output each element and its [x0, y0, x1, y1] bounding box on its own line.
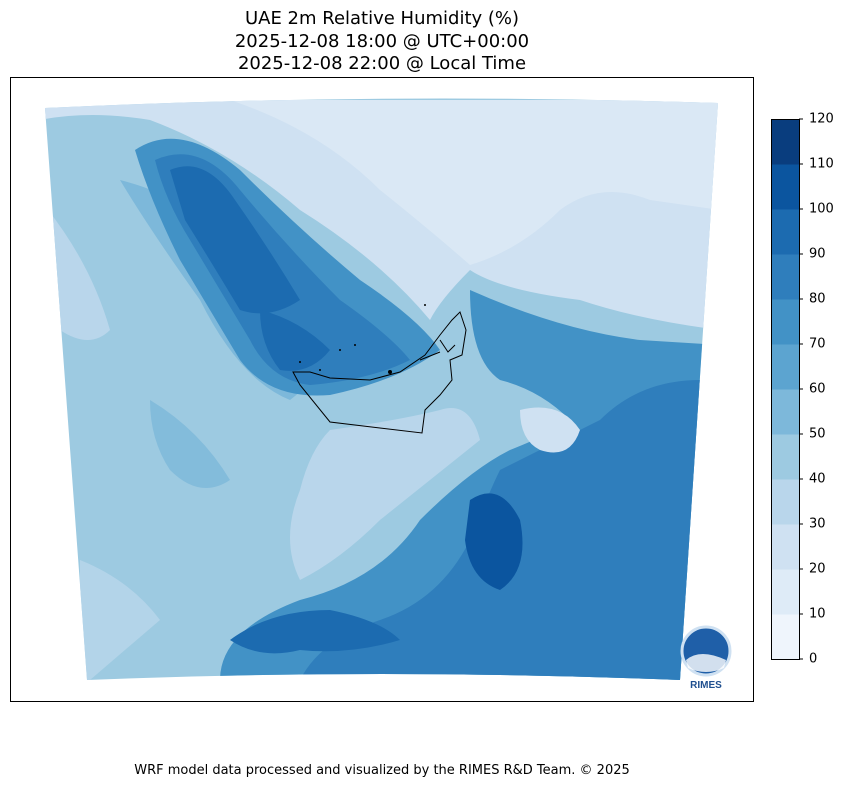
footer-credit: WRF model data processed and visualized …: [134, 763, 630, 778]
colorbar-bin: [771, 209, 799, 255]
colorbar-tick-label: 50: [809, 426, 826, 442]
colorbar-bin: [771, 299, 799, 345]
logo-text: RIMES: [690, 680, 722, 691]
colorbar-bin: [771, 254, 799, 300]
colorbar-bin: [771, 164, 799, 210]
chart-title-line2: 2025-12-08 18:00 @ UTC+00:00: [234, 31, 530, 52]
uae-border: [292, 311, 467, 434]
colorbar-tick-label: 0: [809, 651, 818, 667]
colorbar-tick-label: 120: [809, 111, 834, 127]
colorbar-bin: [771, 119, 799, 165]
colorbar-tick-label: 30: [809, 516, 826, 532]
colorbar: [771, 118, 803, 660]
chart-title-line1: UAE 2m Relative Humidity (%): [244, 8, 520, 29]
colorbar-tick-label: 40: [809, 471, 826, 487]
colorbar-bin: [771, 524, 799, 570]
colorbar-tick-label: 100: [809, 201, 834, 217]
colorbar-bin: [771, 434, 799, 480]
colorbar-tick-label: 10: [809, 606, 826, 622]
colorbar-tick-label: 80: [809, 291, 826, 307]
rimes-logo: [680, 625, 732, 677]
colorbar-tick-label: 90: [809, 246, 826, 262]
colorbar-bin: [771, 614, 799, 660]
colorbar-tick-label: 20: [809, 561, 826, 577]
colorbar-bin: [771, 479, 799, 525]
chart-title-line3: 2025-12-08 22:00 @ Local Time: [237, 53, 527, 74]
contour-fill: [45, 98, 718, 681]
colorbar-tick-label: 60: [809, 381, 826, 397]
colorbar-tick-label: 70: [809, 336, 826, 352]
uae-islands: [299, 304, 426, 374]
colorbar-tick-label: 110: [809, 156, 834, 172]
colorbar-bin: [771, 569, 799, 615]
colorbar-bin: [771, 344, 799, 390]
colorbar-bin: [771, 389, 799, 435]
